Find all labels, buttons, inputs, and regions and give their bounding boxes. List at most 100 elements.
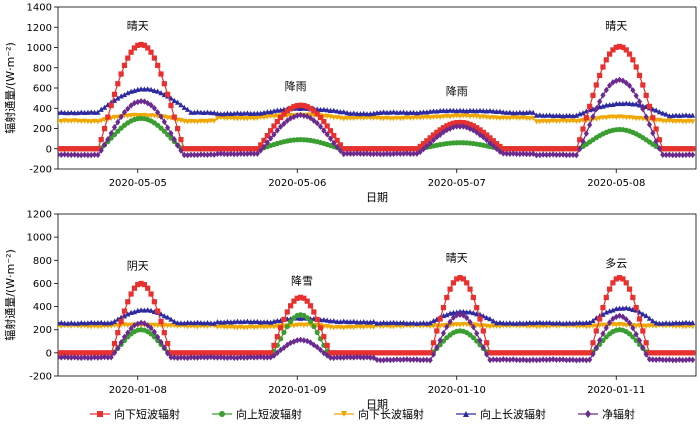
marker-lw-up	[500, 320, 506, 326]
marker-sw-up	[125, 334, 131, 340]
marker-sw-down	[603, 294, 609, 301]
marker-net	[165, 350, 171, 357]
marker-net	[158, 338, 164, 346]
marker-lw-up	[580, 110, 586, 116]
marker-sw-down	[587, 350, 593, 356]
marker-lw-down	[351, 116, 357, 122]
marker-net	[666, 151, 673, 158]
marker-net	[321, 349, 327, 357]
marker-net	[560, 151, 566, 158]
marker-sw-down	[68, 146, 74, 152]
marker-sw-down	[108, 102, 114, 109]
marker-sw-down	[364, 146, 370, 152]
marker-net	[424, 356, 430, 364]
marker-net	[560, 356, 566, 363]
marker-sw-down	[430, 340, 437, 346]
marker-sw-down	[125, 55, 131, 61]
marker-net	[550, 356, 556, 363]
marker-sw-down	[108, 350, 114, 356]
marker-lw-down	[607, 114, 613, 120]
marker-sw-down	[145, 285, 151, 291]
marker-net	[361, 354, 367, 361]
legend-item-sw_up: 向上短波辐射	[212, 407, 302, 421]
marker-lw-down	[680, 119, 686, 125]
marker-lw-up	[78, 319, 84, 326]
marker-lw-up	[244, 110, 251, 116]
marker-net	[490, 356, 496, 363]
marker-net	[414, 356, 420, 363]
marker-lw-up	[630, 101, 636, 107]
marker-lw-up	[138, 86, 144, 92]
marker-sw-down	[467, 286, 473, 292]
marker-lw-up	[467, 309, 473, 315]
marker-lw-up	[410, 320, 417, 326]
x-axis-title: 日期	[366, 398, 388, 411]
marker-net	[660, 151, 666, 159]
marker-sw-down	[75, 350, 81, 356]
marker-lw-up	[364, 111, 370, 117]
marker-sw-down	[88, 146, 94, 152]
marker-net	[633, 92, 639, 99]
marker-lw-up	[198, 320, 204, 326]
marker-sw-down	[374, 146, 380, 152]
marker-lw-up	[175, 320, 181, 326]
marker-lw-up	[351, 318, 357, 324]
marker-lw-down	[198, 118, 204, 124]
marker-sw-down	[72, 350, 78, 356]
marker-sw-down	[62, 146, 68, 152]
marker-net	[646, 356, 653, 363]
marker-lw-down	[271, 114, 277, 120]
legend-label: 净辐射	[602, 407, 635, 421]
marker-net	[101, 141, 108, 149]
marker-lw-up	[420, 320, 427, 326]
marker-net	[221, 150, 227, 158]
marker-lw-down	[201, 118, 207, 125]
marker-net	[364, 354, 370, 361]
marker-sw-down	[198, 350, 204, 356]
marker-net	[494, 356, 500, 363]
marker-sw-down	[238, 146, 244, 152]
legend-item-lw_up: 向上长波辐射	[456, 407, 546, 421]
marker-net	[643, 113, 649, 121]
marker-lw-down	[125, 322, 131, 329]
marker-sw-down	[537, 350, 543, 356]
marker-net	[640, 344, 646, 351]
marker-sw-down	[487, 135, 493, 141]
marker-sw-down	[261, 137, 267, 143]
marker-lw-up	[460, 107, 466, 114]
marker-sw-down	[573, 146, 579, 152]
marker-net	[81, 354, 88, 361]
marker-lw-down	[128, 322, 134, 328]
marker-sw-down	[211, 146, 217, 152]
marker-sw-down	[543, 146, 550, 152]
marker-sw-down	[204, 350, 211, 356]
marker-lw-down	[341, 325, 347, 331]
marker-sw-down	[663, 350, 669, 356]
marker-lw-up	[251, 318, 257, 325]
marker-lw-down	[78, 118, 84, 125]
marker-sw-down	[460, 120, 466, 126]
marker-net	[294, 337, 300, 344]
marker-sw-down	[311, 108, 317, 114]
marker-net	[593, 105, 599, 113]
marker-net	[384, 356, 390, 363]
marker-sw-down	[414, 350, 420, 356]
marker-net	[91, 354, 98, 361]
marker-sw-down	[168, 102, 174, 109]
marker-lw-up	[646, 315, 653, 321]
marker-net	[175, 354, 181, 362]
marker-net	[570, 356, 576, 364]
marker-net	[387, 150, 393, 158]
marker-lw-down	[264, 114, 270, 120]
legend-label: 向上长波辐射	[480, 407, 546, 421]
marker-lw-down	[168, 323, 174, 329]
marker-net	[214, 150, 221, 158]
marker-lw-up	[261, 319, 267, 325]
marker-lw-up	[204, 109, 211, 115]
marker-lw-down	[254, 324, 260, 331]
marker-sw-down	[278, 114, 284, 121]
marker-lw-down	[583, 324, 589, 330]
marker-lw-up	[218, 111, 224, 117]
marker-sw-down	[311, 309, 317, 315]
marker-sw-down	[138, 280, 144, 287]
